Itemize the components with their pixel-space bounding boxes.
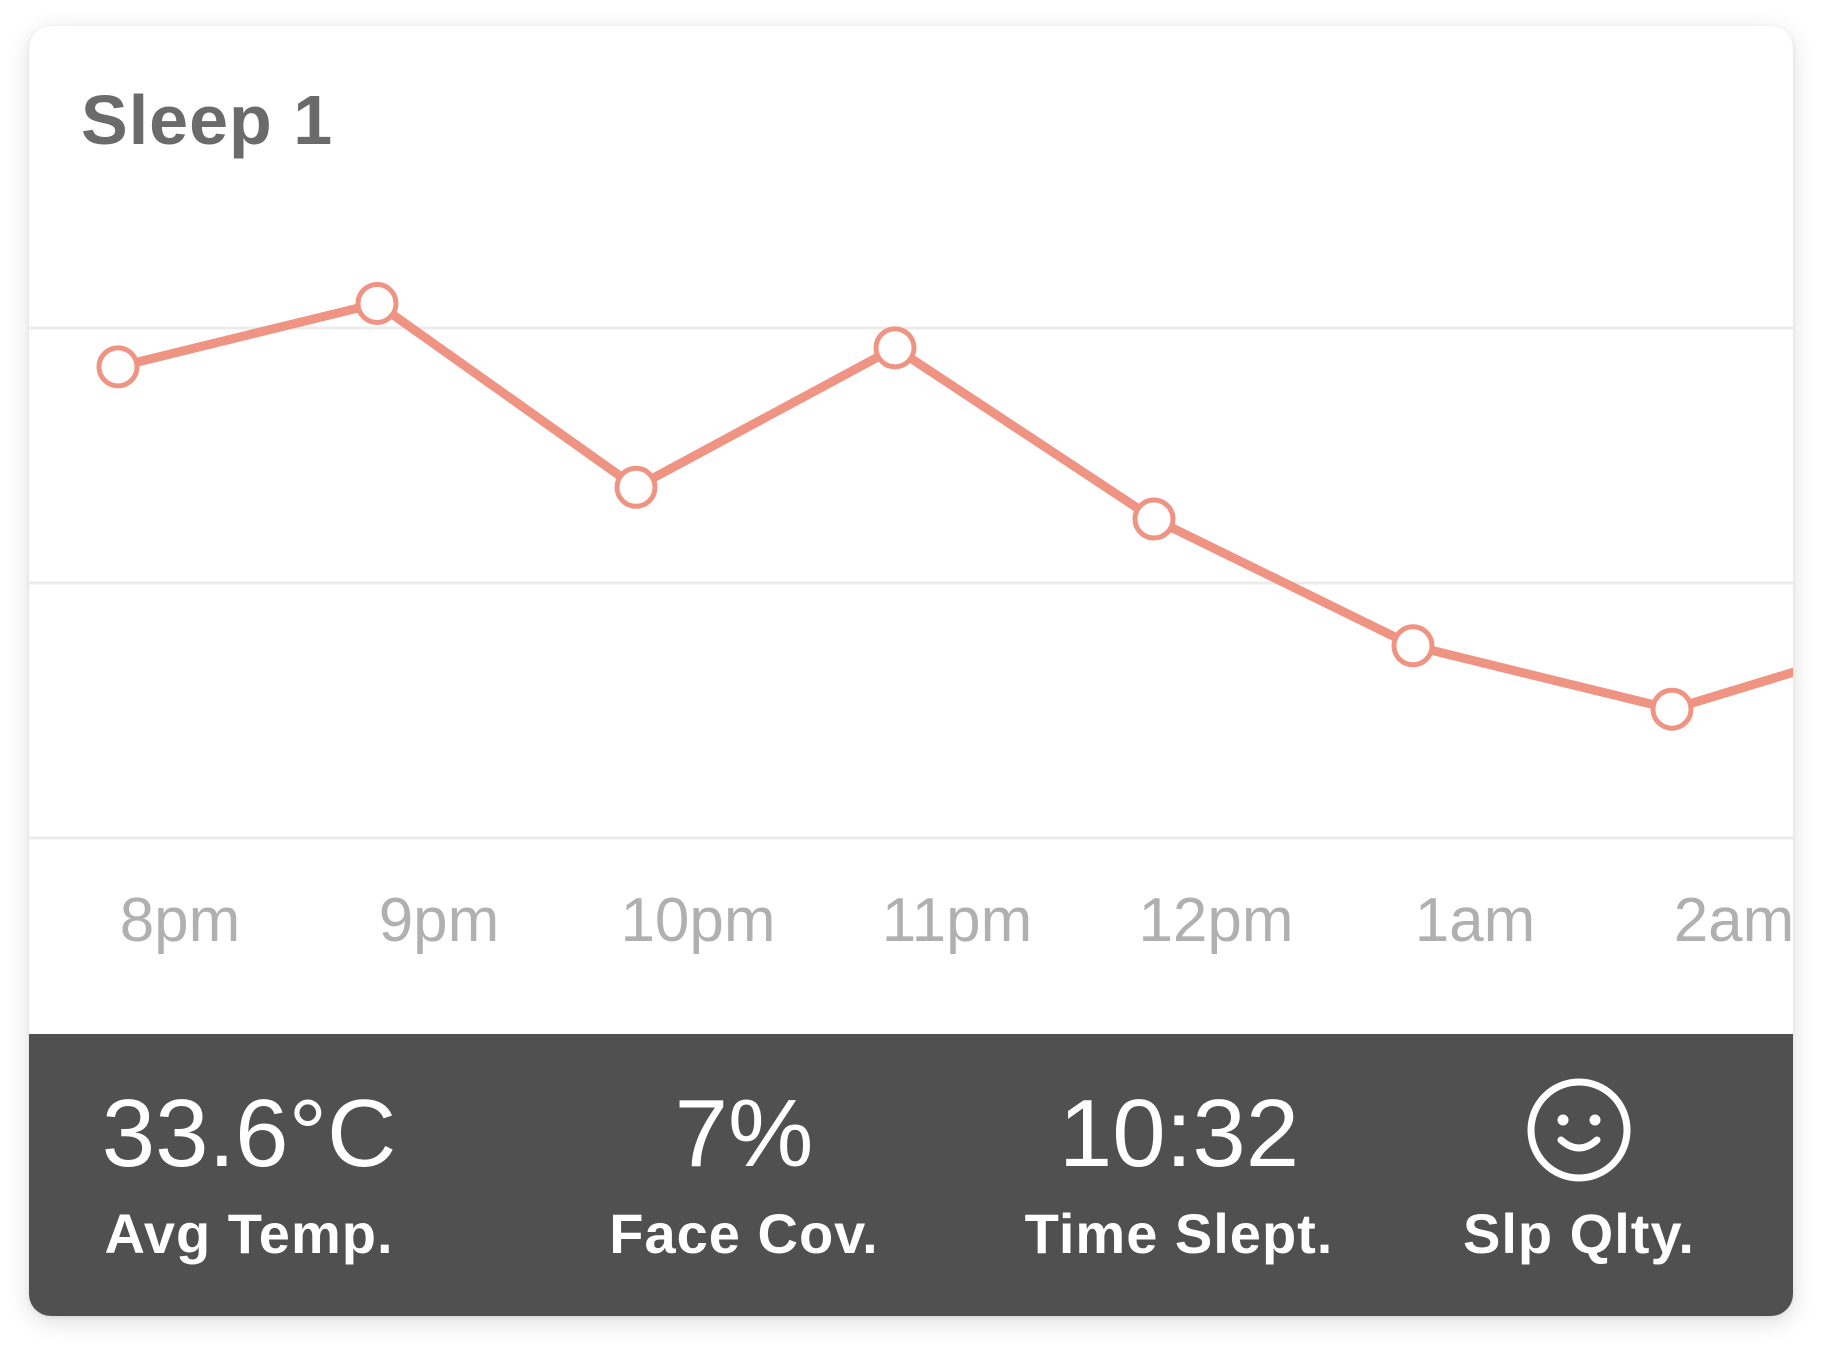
face-cov-value: 7%	[674, 1080, 814, 1187]
data-points	[96, 281, 1694, 731]
x-tick-label: 12pm	[1138, 886, 1293, 955]
x-tick-labels: 8pm 9pm 10pm 11pm 12pm 1am 2am	[120, 886, 1793, 955]
stat-face-cov: 7% Face Cov.	[539, 1034, 949, 1316]
chart-title: Sleep 1	[81, 81, 334, 159]
data-point-1am	[1391, 624, 1435, 668]
sleep-card: Sleep 1 8pm 9pm 10pm 11pm 12pm 1am 2am 33.6°C …	[29, 26, 1793, 1316]
data-point-11pm	[873, 326, 917, 370]
stat-sleep-quality: Slp Qlty.	[1429, 1034, 1729, 1316]
gridlines	[29, 326, 1793, 840]
stats-bar: 33.6°C Avg Temp. 7% Face Cov. 10:32 Time…	[29, 1034, 1793, 1316]
stat-avg-temp: 33.6°C Avg Temp.	[59, 1034, 439, 1316]
time-slept-value: 10:32	[1058, 1080, 1300, 1187]
avg-temp-value: 33.6°C	[101, 1080, 397, 1187]
data-point-2am	[1650, 687, 1694, 731]
data-point-9pm	[355, 281, 399, 325]
avg-temp-label: Avg Temp.	[104, 1202, 394, 1265]
stat-time-slept: 10:32 Time Slept.	[974, 1034, 1384, 1316]
smiley-face-icon	[1527, 1078, 1631, 1182]
sleep-chart: 8pm 9pm 10pm 11pm 12pm 1am 2am	[29, 281, 1793, 955]
sleep-quality-label: Slp Qlty.	[1463, 1202, 1695, 1265]
x-tick-label: 9pm	[379, 886, 500, 955]
x-tick-label: 8pm	[120, 886, 241, 955]
time-slept-label: Time Slept.	[1024, 1202, 1334, 1265]
x-tick-label: 10pm	[620, 886, 775, 955]
x-tick-label: 1am	[1415, 886, 1536, 955]
series-line	[116, 298, 1793, 714]
x-tick-label: 11pm	[882, 886, 1033, 955]
data-point-8pm	[96, 345, 140, 389]
face-cov-label: Face Cov.	[609, 1202, 879, 1265]
series-line-path	[116, 298, 1793, 714]
x-tick-label: 2am	[1674, 886, 1793, 955]
data-point-12pm	[1132, 497, 1176, 541]
data-point-10pm	[614, 465, 658, 509]
